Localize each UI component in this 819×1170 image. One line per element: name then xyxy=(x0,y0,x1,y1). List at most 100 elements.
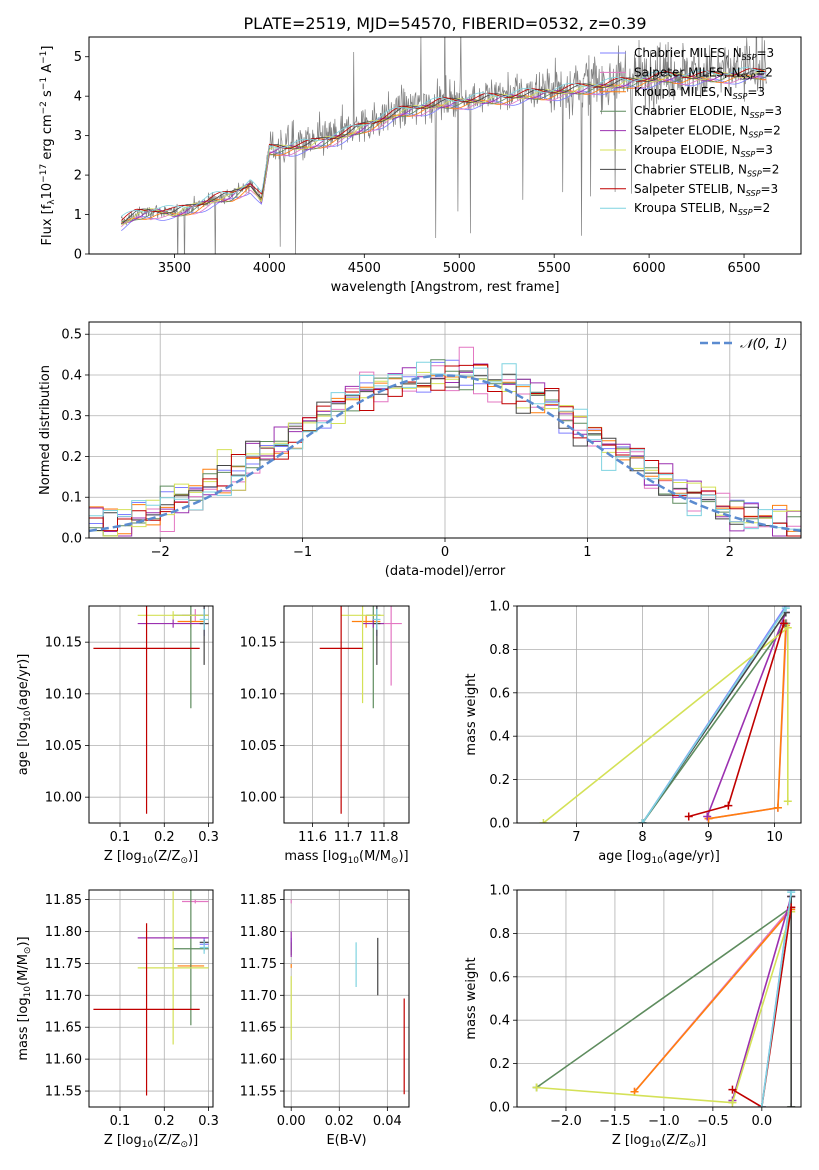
y-tick-label: 11.55 xyxy=(240,1085,277,1100)
legend-entry-name: Kroupa STELIB, N xyxy=(634,201,738,215)
x-axis-label-part: Z [log xyxy=(104,849,142,864)
legend-entry-name: Kroupa ELODIE, N xyxy=(634,143,741,157)
legend-entry: Kroupa MILES, NSSP=3 xyxy=(634,85,765,101)
axes-frame xyxy=(88,605,214,824)
y-axis-label-part: −1 xyxy=(39,51,49,64)
x-tick-label: 5000 xyxy=(443,261,476,276)
x-axis-label: Z [log10(Z/Z⊙)] xyxy=(104,1133,198,1150)
x-tick-label: 9 xyxy=(704,830,712,845)
y-tick-label: 0.4 xyxy=(489,730,510,745)
legend-entry-tail: =2 xyxy=(762,162,780,176)
y-tick-label: 11.70 xyxy=(240,989,277,1004)
x-tick-label: −2 xyxy=(151,545,170,560)
x-tick-label: 7 xyxy=(572,830,580,845)
legend-entry-name: Salpeter STELIB, N xyxy=(634,182,746,196)
y-axis-label-part: −1 xyxy=(39,77,49,90)
legend-entry: Salpeter STELIB, NSSP=3 xyxy=(634,182,778,198)
legend-entry-sub: SSP xyxy=(741,150,756,159)
model-spectrum-line xyxy=(121,75,767,227)
legend-entry: Kroupa STELIB, NSSP=2 xyxy=(634,201,770,217)
series-marker xyxy=(532,1083,541,1092)
y-axis-label: Normed distribution xyxy=(38,365,53,495)
x-tick-label: 2 xyxy=(726,545,734,560)
errorbar-point xyxy=(199,609,209,630)
legend-entry-tail: =3 xyxy=(747,85,765,99)
x-axis-label-part: Z [log xyxy=(104,1133,142,1148)
figure-title: PLATE=2519, MJD=54570, FIBERID=0532, z=0… xyxy=(243,14,646,33)
x-axis-label-part: )] xyxy=(696,1133,706,1148)
y-tick-label: 0.3 xyxy=(61,409,82,424)
y-axis-label-part: erg cm xyxy=(40,114,55,163)
y-axis-label-part: mass [log xyxy=(16,997,31,1060)
mass-weight-series xyxy=(757,890,796,1107)
y-tick-label: 11.55 xyxy=(45,1085,82,1100)
legend-entry-name: Chabrier STELIB, N xyxy=(634,162,747,176)
plot-area-spectrum xyxy=(120,37,767,254)
y-tick-label: 11.65 xyxy=(240,1021,277,1036)
x-axis-label: E(B-V) xyxy=(326,1133,366,1148)
y-tick-label: 0.0 xyxy=(489,817,510,832)
y-tick-label: 11.60 xyxy=(240,1053,277,1068)
y-axis-label-part: −17 xyxy=(39,164,49,183)
legend-entry-name: Salpeter MILES, N xyxy=(634,65,741,79)
x-axis-label-part: ⊙ xyxy=(180,1140,188,1150)
plot-area-age_vs_mass xyxy=(319,606,402,814)
legend-entry: Chabrier STELIB, NSSP=2 xyxy=(634,162,779,178)
x-tick-label: 4500 xyxy=(348,261,381,276)
y-axis-label-part: ⊙ xyxy=(23,947,33,955)
legend-entry-tail: =2 xyxy=(753,201,771,215)
x-axis-label-part: ⊙ xyxy=(391,856,399,866)
legend-entry: Chabrier MILES, NSSP=3 xyxy=(634,46,774,62)
x-tick-label: 11.8 xyxy=(370,830,399,845)
y-tick-label: 10.15 xyxy=(45,636,82,651)
x-axis-label-part: Z [log xyxy=(612,1133,650,1148)
y-tick-label: 10.15 xyxy=(240,636,277,651)
series-line xyxy=(706,612,787,817)
errorbar-point xyxy=(137,891,209,1045)
x-axis-label-part: )] xyxy=(398,849,408,864)
errorbar-point xyxy=(199,941,209,954)
model-spectrum-line xyxy=(121,67,767,221)
errorbar-point xyxy=(93,606,200,814)
x-axis-label-part: (Z/Z xyxy=(661,1133,688,1148)
series-marker xyxy=(787,890,796,897)
x-tick-label: 3500 xyxy=(158,261,191,276)
x-axis-label-part: )] xyxy=(188,1133,198,1148)
y-tick-label: 11.85 xyxy=(45,893,82,908)
legend-entry-sub: SSP xyxy=(747,169,762,178)
grid-mass_vs_Z xyxy=(89,890,213,1107)
y-axis-label-part: Flux [ xyxy=(40,209,55,245)
model-spectrum-line xyxy=(121,69,767,226)
x-tick-label: −2.0 xyxy=(550,1114,582,1129)
y-axis-label-part: −2 xyxy=(39,101,49,114)
x-axis-label: mass [log10(M/M⊙)] xyxy=(284,849,408,866)
errorbar-point xyxy=(319,606,363,814)
y-axis-label-part: 10 xyxy=(23,710,33,722)
axes-mass_vs_ebv: 0.00 0.02 0.04 11.55 11.60 11.65 11.70 11.75 11.… xyxy=(240,889,410,1148)
x-tick-label: 11.7 xyxy=(334,830,363,845)
series-marker xyxy=(779,619,788,628)
plot-area-residuals xyxy=(89,346,801,538)
y-axis-label-part: ] xyxy=(40,46,55,51)
y-axis-label: mass [log10(M/M⊙)] xyxy=(16,936,33,1060)
x-axis-label-part: (Z/Z xyxy=(153,849,180,864)
axes-frame xyxy=(283,605,410,824)
x-axis-label: Z [log10(Z/Z⊙)] xyxy=(104,849,198,866)
axes-frame xyxy=(516,605,802,824)
series-marker xyxy=(539,819,548,823)
series-marker xyxy=(638,819,647,823)
x-tick-label: 1 xyxy=(583,545,591,560)
x-tick-label: 0.02 xyxy=(325,1114,354,1129)
y-tick-label: 0.2 xyxy=(489,1057,510,1072)
y-tick-label: 0.4 xyxy=(61,368,82,383)
x-axis-label-part: ⊙ xyxy=(688,1140,696,1150)
axes-frame xyxy=(88,889,214,1108)
y-axis-label: mass weight xyxy=(464,957,479,1039)
series-marker xyxy=(684,812,693,821)
gaussian-reference-curve xyxy=(89,374,801,533)
y-tick-label: 10.00 xyxy=(240,791,277,806)
x-axis-label-part: 10 xyxy=(142,856,154,866)
series-line xyxy=(633,908,792,1093)
x-tick-label: 6500 xyxy=(727,261,760,276)
x-axis-label-part: age [log xyxy=(598,849,651,864)
